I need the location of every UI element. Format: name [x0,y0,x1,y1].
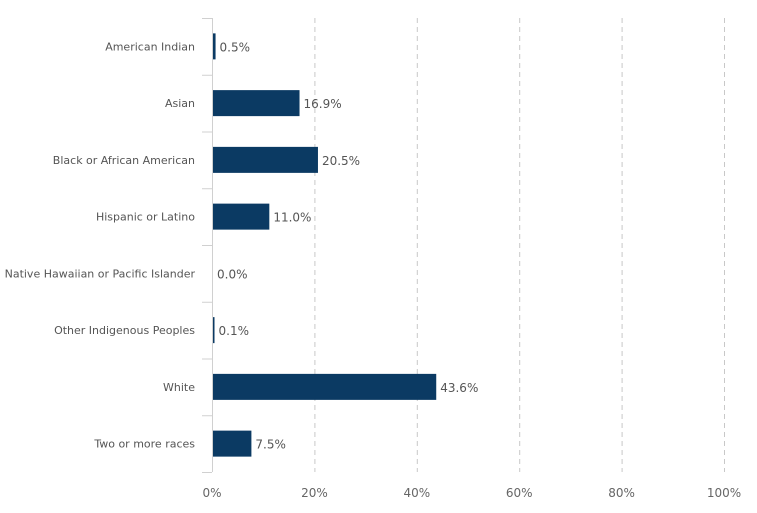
value-label: 7.5% [255,438,286,452]
category-label: White [163,381,195,394]
category-axis: American Indian Asian Black or African Ame… [5,18,213,473]
bar-black-or-african-american[interactable] [213,146,318,173]
value-label: 16.9% [304,97,342,111]
bars [213,33,437,457]
value-labels: 0.5% 16.9% 20.5% 11.0% 0.0% 0.1% 43.6% 7.5% [217,40,478,451]
bar-other-indigenous-peoples[interactable] [213,317,215,344]
category-label: Native Hawaiian or Pacific Islander [5,267,196,280]
bar-asian[interactable] [213,90,300,117]
bar-two-or-more-races[interactable] [213,430,252,457]
grid-lines [314,18,725,472]
x-tick-label: 100% [707,486,741,500]
x-axis-ticks: 0% 20% 40% 60% 80% 100% [202,486,741,500]
value-label: 20.5% [322,154,360,168]
value-label: 0.5% [220,40,251,54]
x-tick-label: 0% [202,486,221,500]
value-label: 43.6% [440,381,478,395]
value-label: 0.1% [219,324,250,338]
value-label: 11.0% [273,211,311,225]
category-label: Black or African American [53,154,195,167]
category-label: Other Indigenous Peoples [54,324,195,337]
bar-hispanic-or-latino[interactable] [213,203,270,230]
x-tick-label: 40% [403,486,430,500]
category-label: Hispanic or Latino [96,211,195,224]
x-tick-label: 80% [608,486,635,500]
value-label: 0.0% [217,267,248,281]
category-label: Asian [165,97,195,110]
category-label: Two or more races [93,438,195,451]
x-tick-label: 60% [506,486,533,500]
bar-american-indian[interactable] [213,33,216,60]
category-label: American Indian [105,40,195,53]
x-tick-label: 20% [301,486,328,500]
bar-white[interactable] [213,373,437,400]
